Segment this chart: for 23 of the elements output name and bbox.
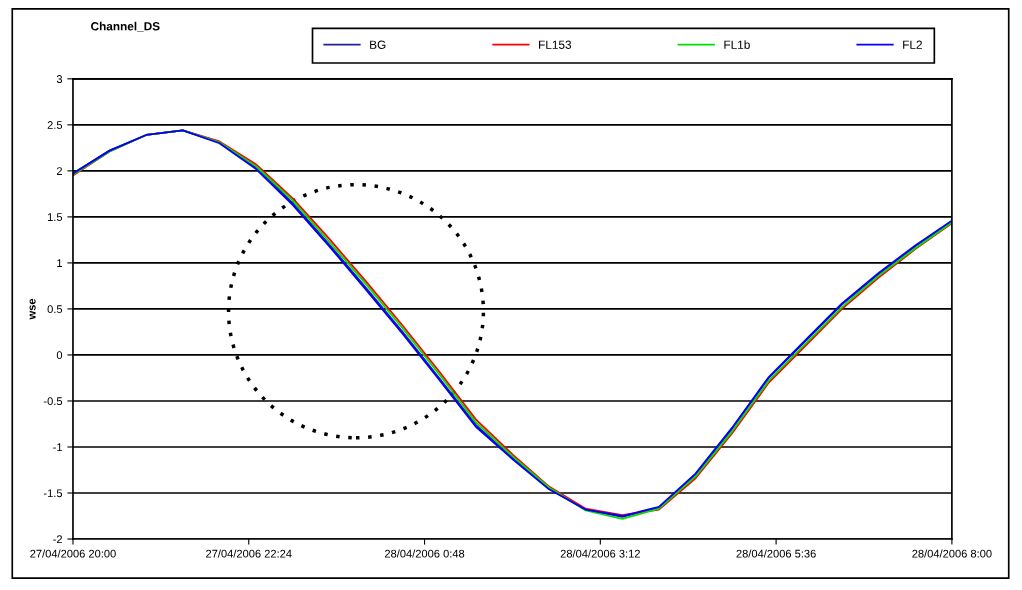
- y-tick-label: -0.5: [43, 397, 63, 406]
- x-tick-label: 28/04/2006 8:00: [912, 549, 992, 558]
- y-tick-label: 2.5: [47, 121, 63, 129]
- x-tick-label: 27/04/2006 20:00: [30, 549, 116, 558]
- legend-label: FL1b: [724, 40, 750, 49]
- y-tick-label: 0.5: [47, 305, 63, 314]
- legend-label: FL2: [903, 40, 922, 49]
- y-tick-label: 1: [57, 259, 63, 267]
- x-tick-label: 28/04/2006 0:48: [384, 549, 465, 558]
- legend-label: FL153: [539, 40, 572, 49]
- y-tick-label: 3: [56, 75, 63, 83]
- y-tick-label: -1.5: [43, 489, 63, 498]
- y-tick-label: 1.5: [47, 213, 63, 222]
- chart-title: Channel_DS: [91, 21, 160, 32]
- x-tick-label: 27/04/2006 22:24: [206, 549, 292, 558]
- y-tick-label: -2: [53, 535, 62, 544]
- x-tick-label: 28/04/2006 5:36: [736, 549, 816, 558]
- legend-label: BG: [370, 40, 386, 49]
- y-axis-title: wse: [29, 298, 36, 320]
- y-tick-label: -1: [53, 443, 63, 452]
- y-tick-label: 2: [56, 167, 62, 175]
- y-tick-label: 0: [56, 351, 63, 360]
- x-tick-label: 28/04/2006 3:12: [560, 549, 640, 558]
